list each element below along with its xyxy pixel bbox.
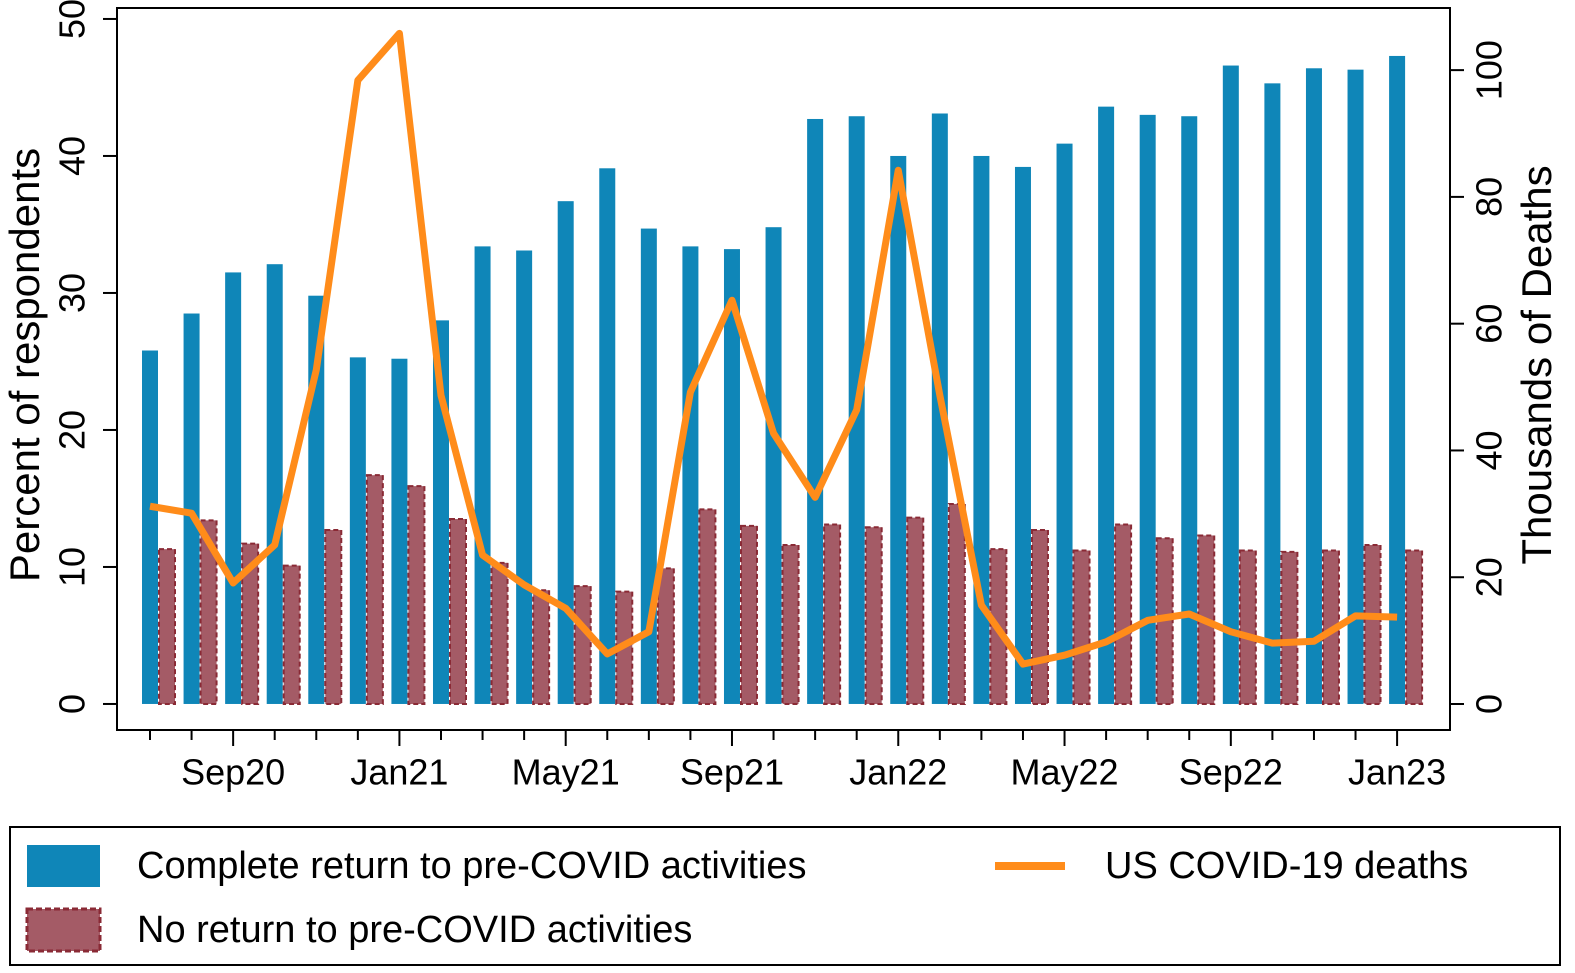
bar (490, 561, 509, 705)
legend-swatch (27, 845, 100, 887)
bar (807, 118, 824, 704)
x-tick-label: Jan22 (849, 752, 947, 793)
y2-tick-label: 0 (1469, 694, 1510, 714)
bar (906, 516, 925, 705)
bar (781, 544, 800, 705)
bar (947, 502, 966, 705)
bar (1056, 143, 1073, 704)
legend-swatch (25, 907, 102, 953)
bar (199, 519, 218, 705)
bar (266, 264, 283, 704)
bar (1030, 528, 1049, 705)
bar (474, 246, 491, 704)
x-tick-label: Sep20 (181, 752, 285, 793)
x-tick-label: May21 (512, 752, 620, 793)
bar (1280, 550, 1299, 705)
bar (765, 227, 782, 704)
bar (1181, 116, 1198, 704)
bar (656, 567, 675, 705)
y-tick-label: 20 (52, 410, 93, 450)
bar (241, 542, 260, 705)
bar (1305, 68, 1322, 704)
bar (1405, 549, 1424, 705)
y-tick-label: 0 (52, 694, 93, 714)
plot-frame (116, 7, 1451, 731)
bar (516, 250, 533, 704)
bar (142, 350, 158, 704)
bar (1014, 166, 1031, 704)
bar (1363, 544, 1382, 705)
line (149, 29, 1398, 668)
bar (1389, 55, 1406, 704)
y-tick-label: 40 (52, 136, 93, 176)
y2-tick-label: 20 (1469, 557, 1510, 597)
bar (1238, 549, 1257, 705)
bar (723, 249, 740, 704)
bar (532, 589, 551, 705)
bar (158, 548, 176, 705)
bar (557, 201, 574, 704)
bar (573, 585, 592, 705)
bar (282, 564, 301, 705)
x-tick-label: Jan21 (350, 752, 448, 793)
x-tick-label: Sep22 (1179, 752, 1283, 793)
bar (391, 358, 408, 704)
bar (349, 357, 366, 704)
bar (973, 155, 990, 704)
bar (183, 313, 200, 704)
bar (1347, 69, 1364, 704)
y-tick-label: 30 (52, 273, 93, 313)
bar (823, 523, 842, 705)
y2-axis-title: Thousands of Deaths (1513, 165, 1560, 564)
bar (407, 485, 426, 705)
bar (448, 518, 467, 705)
bar (1098, 106, 1115, 704)
bar (324, 528, 343, 705)
legend-label: US COVID-19 deaths (1105, 845, 1468, 887)
y2-tick-label: 40 (1469, 430, 1510, 470)
bar (1072, 549, 1091, 705)
bar (1264, 83, 1281, 704)
bar (225, 272, 242, 704)
bar (864, 526, 883, 705)
bar (599, 168, 616, 704)
y-tick-label: 10 (52, 547, 93, 587)
x-tick-label: Sep21 (680, 752, 784, 793)
x-tick-label: May22 (1011, 752, 1119, 793)
legend-label: Complete return to pre-COVID activities (137, 845, 806, 887)
bar (682, 246, 699, 704)
bar (890, 155, 907, 704)
bar (739, 524, 758, 705)
y-axis-title: Percent of respondents (1, 148, 48, 582)
y2-tick-label: 100 (1469, 40, 1510, 100)
bar (698, 508, 717, 705)
bar (1139, 114, 1156, 704)
x-tick-label: Jan23 (1348, 752, 1446, 793)
bar (365, 474, 384, 705)
y2-tick-label: 80 (1469, 177, 1510, 217)
y-tick-label: 50 (52, 0, 93, 39)
bar (1114, 523, 1133, 705)
legend-frame (9, 826, 1561, 966)
y2-tick-label: 60 (1469, 304, 1510, 344)
bar (1222, 65, 1239, 704)
bar (640, 228, 657, 704)
legend-label: No return to pre-COVID activities (137, 909, 692, 951)
